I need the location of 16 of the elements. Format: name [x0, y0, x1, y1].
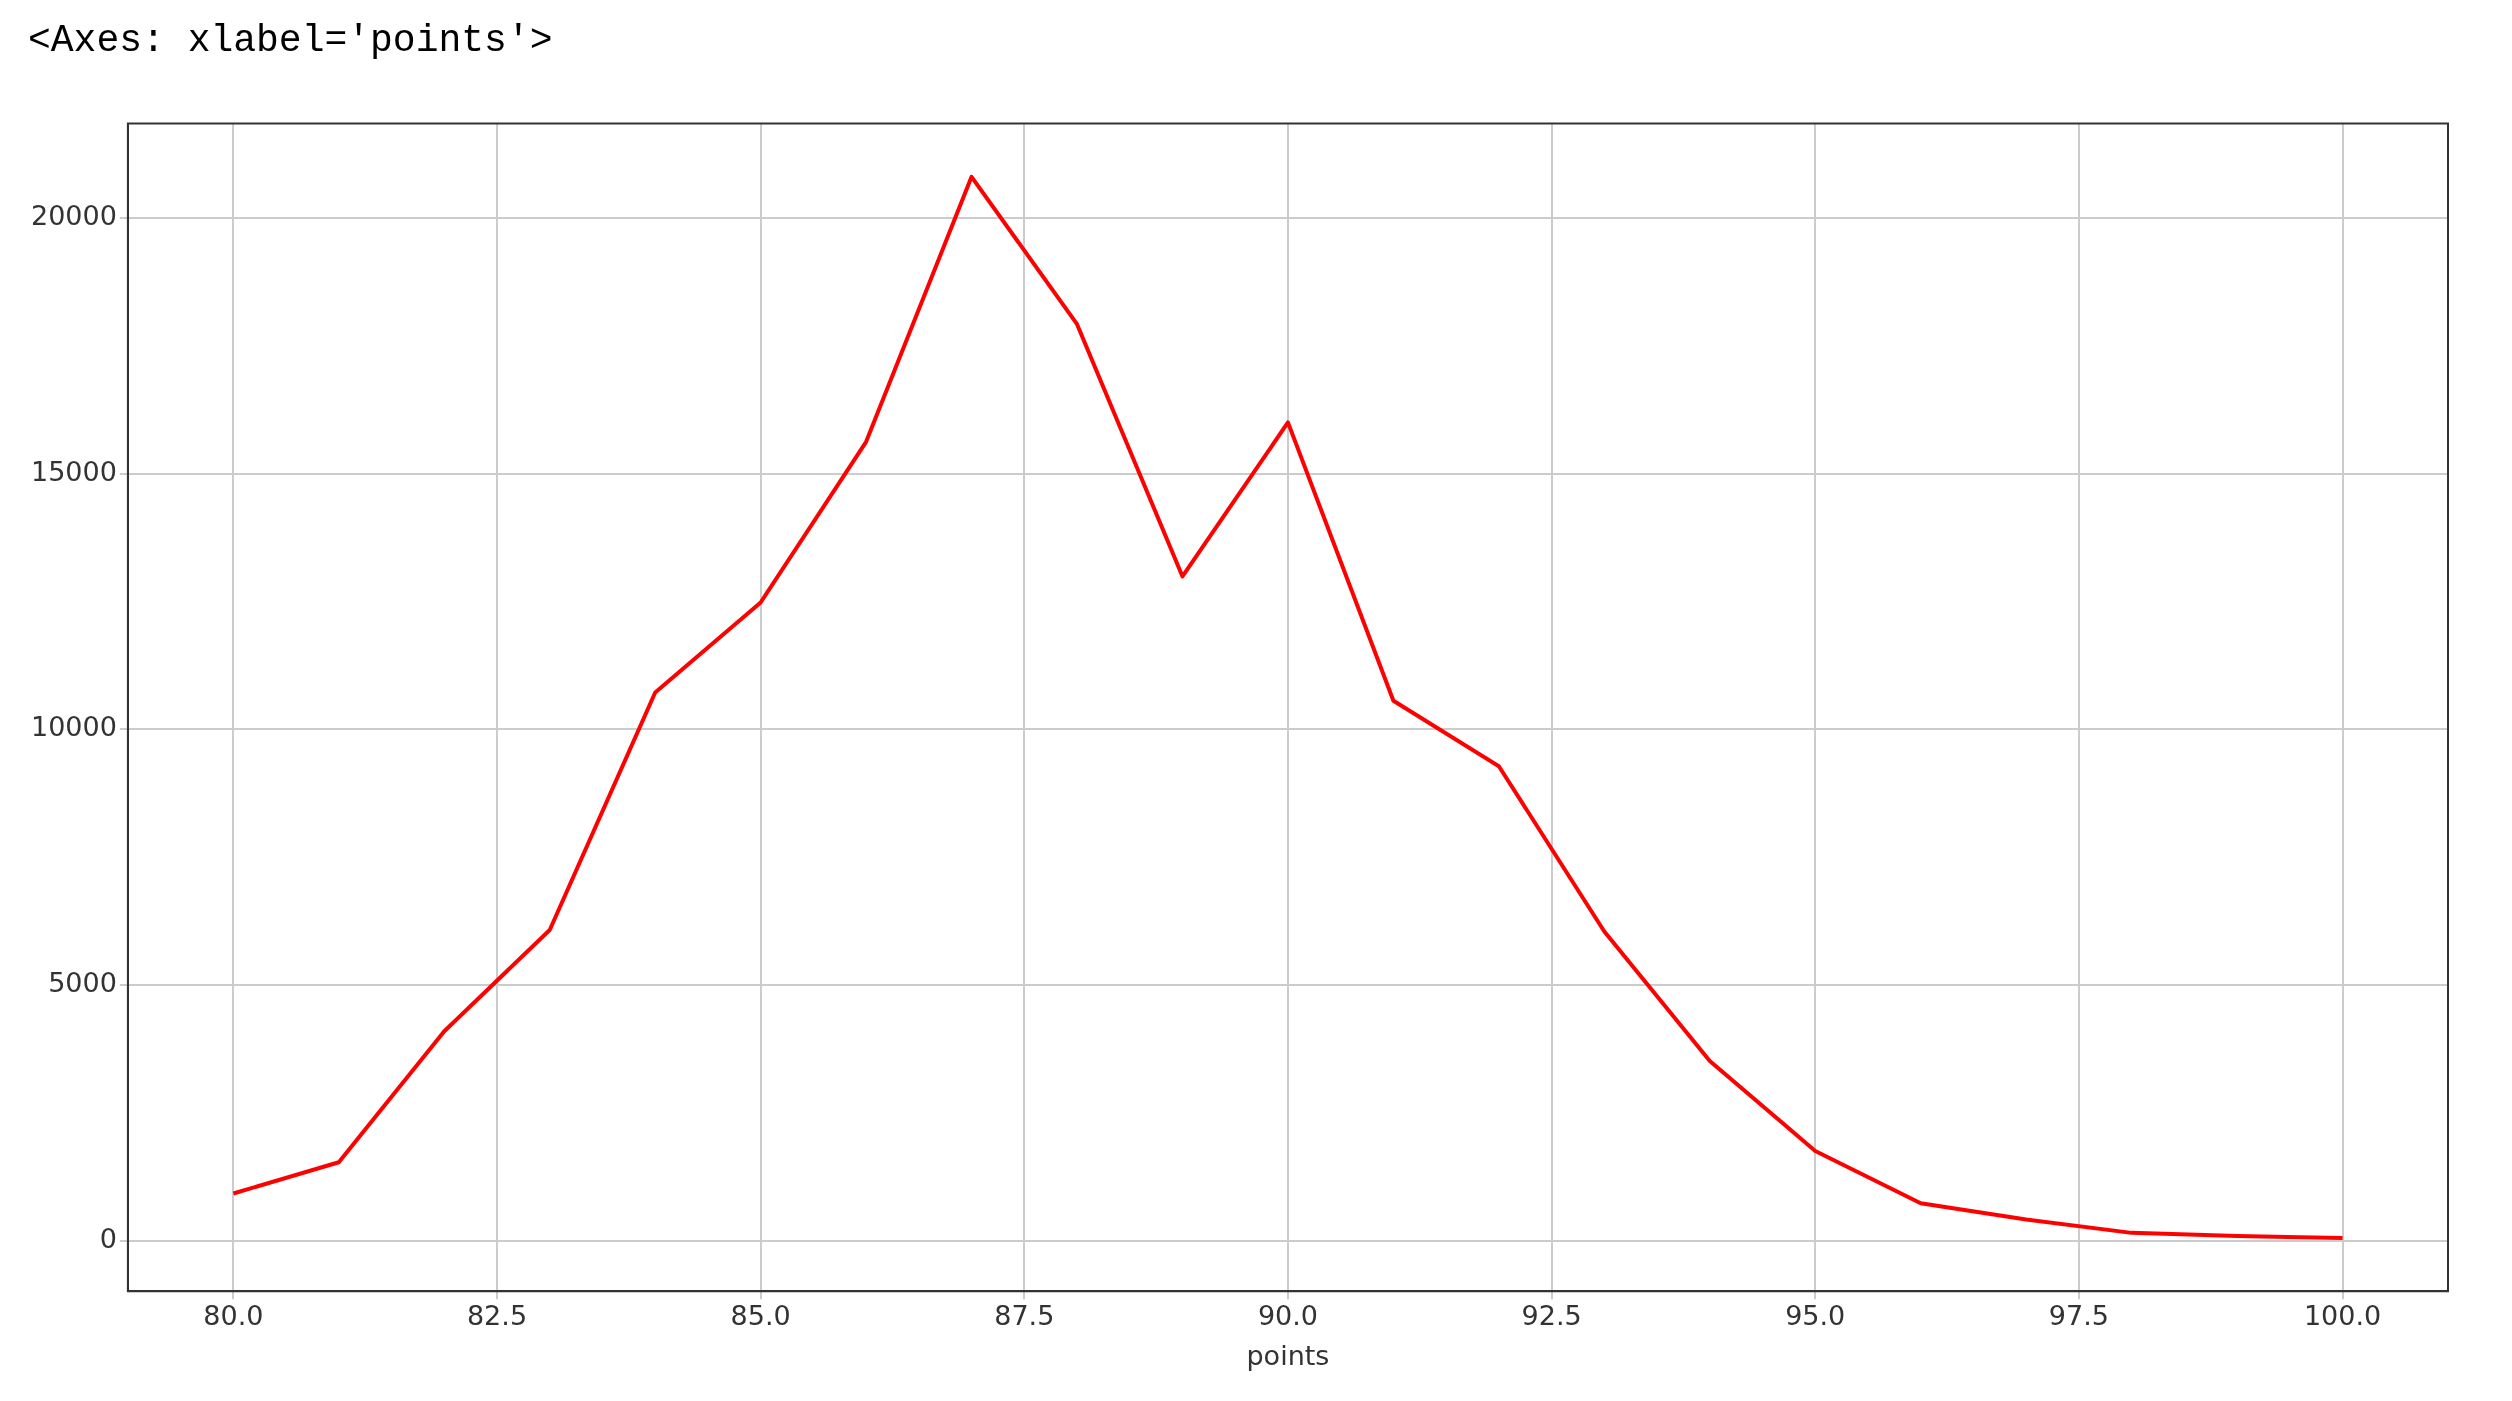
- x-tick-label: 82.5: [466, 1300, 528, 1332]
- y-tick-label: 20000: [30, 199, 117, 231]
- chart-title: <Axes: xlabel='points'>: [28, 18, 553, 62]
- x-tick-label: 87.5: [994, 1300, 1055, 1332]
- x-tick-label: 95.0: [1785, 1300, 1846, 1332]
- x-tick-label: 97.5: [2048, 1300, 2109, 1332]
- y-tick-label: 5000: [48, 967, 117, 999]
- y-tick-label: 0: [99, 1223, 117, 1255]
- x-tick-label: 100.0: [2303, 1300, 2382, 1332]
- x-tick-label: 85.0: [730, 1300, 791, 1332]
- x-tick-label: 90.0: [1257, 1300, 1319, 1332]
- y-tick-label: 10000: [30, 711, 117, 743]
- x-axis-title: points: [1246, 1339, 1330, 1371]
- y-tick-label: 15000: [30, 455, 117, 487]
- x-tick-label: 92.5: [1521, 1300, 1582, 1332]
- x-tick-label: 80.0: [203, 1300, 264, 1332]
